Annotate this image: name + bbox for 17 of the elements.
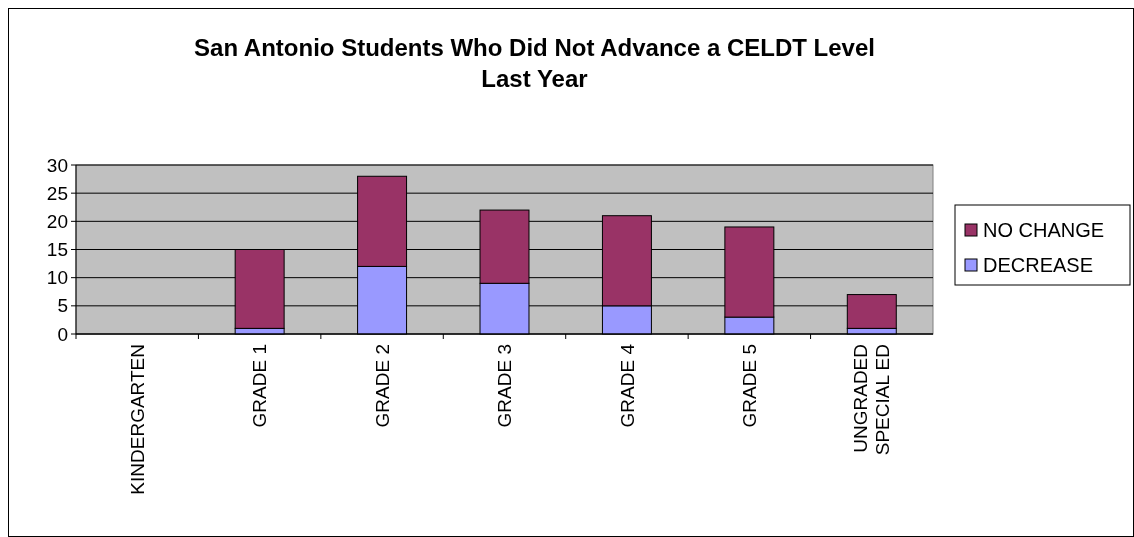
y-tick-label: 25	[46, 182, 68, 204]
x-tick-label: GRADE 4	[616, 343, 638, 428]
x-tick-label: GRADE 3	[494, 344, 516, 428]
x-tick-label: GRADE 5	[739, 344, 761, 428]
x-tick-label: UNGRADED SPECIAL ED	[850, 344, 894, 456]
x-tick-label: GRADE 1	[249, 344, 271, 428]
y-tick-label: 5	[57, 295, 68, 317]
x-tick-label: GRADE 2	[371, 344, 393, 428]
y-tick-label: 10	[46, 267, 68, 289]
y-tick-label: 0	[57, 323, 68, 345]
y-tick-label: 15	[46, 239, 68, 261]
legend-label: NO CHANGE	[983, 219, 1105, 241]
x-tick-label: KINDERGARTEN	[126, 344, 148, 495]
chart-title: San Antonio Students Who Did Not Advance a CELDT Level Last Year	[194, 34, 875, 92]
y-tick-label: 20	[46, 210, 68, 232]
legend-label: DECREASE	[983, 254, 1094, 276]
y-tick-label: 30	[46, 154, 68, 176]
